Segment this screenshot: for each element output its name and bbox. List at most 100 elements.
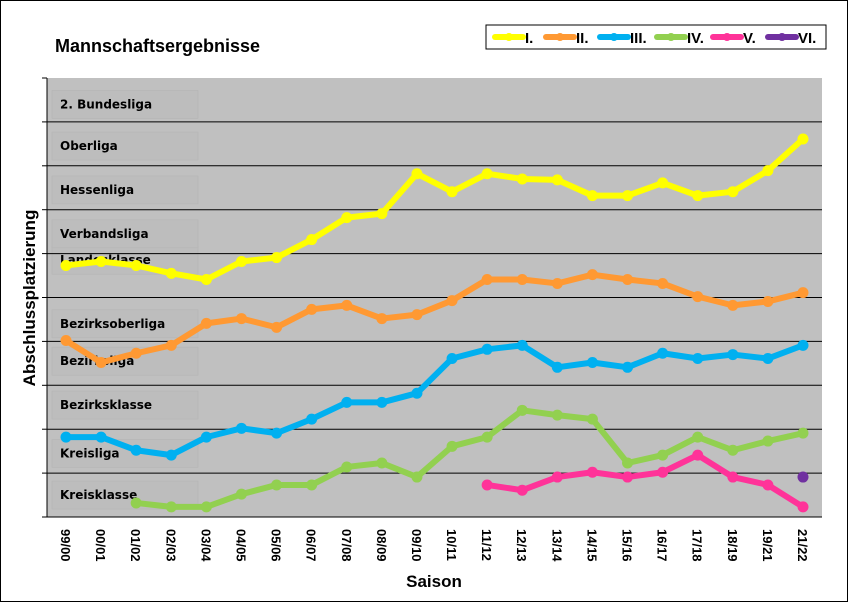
data-point bbox=[622, 457, 634, 469]
x-tick-label: 04/05 bbox=[233, 529, 248, 562]
y-axis-label: Abschlussplatzierung bbox=[20, 210, 39, 387]
series-4 bbox=[130, 404, 809, 513]
data-point bbox=[762, 435, 774, 447]
band-label-box bbox=[51, 346, 199, 376]
series-line bbox=[135, 407, 804, 510]
data-point bbox=[95, 256, 107, 268]
chart-title: Mannschaftsergebnisse bbox=[55, 36, 260, 56]
legend-label: IV. bbox=[687, 30, 704, 47]
legend-marker bbox=[556, 33, 564, 41]
data-point bbox=[622, 361, 634, 373]
data-point bbox=[411, 387, 423, 399]
data-point bbox=[727, 471, 739, 483]
band-label-bezirksoberliga: Bezirksoberliga bbox=[60, 317, 165, 331]
data-point bbox=[60, 335, 72, 347]
x-tick-label: 14/15 bbox=[584, 529, 599, 562]
data-point bbox=[446, 186, 458, 198]
x-tick-label: 13/14 bbox=[549, 529, 564, 562]
data-point bbox=[762, 479, 774, 491]
band-label-bezirksklasse: Bezirksklasse bbox=[60, 398, 152, 412]
data-point bbox=[657, 466, 669, 478]
data-point bbox=[516, 404, 528, 416]
legend-marker bbox=[667, 33, 675, 41]
x-axis-label: Saison bbox=[406, 572, 462, 591]
data-point bbox=[376, 457, 388, 469]
data-point bbox=[692, 353, 704, 365]
x-tick-label: 06/07 bbox=[304, 529, 319, 562]
data-point bbox=[692, 291, 704, 303]
data-point bbox=[657, 177, 669, 189]
data-point bbox=[797, 501, 809, 513]
x-tick-label: 03/04 bbox=[198, 529, 213, 562]
data-point bbox=[551, 471, 563, 483]
data-point bbox=[376, 313, 388, 325]
data-point bbox=[762, 165, 774, 177]
band-label-box bbox=[51, 175, 199, 205]
data-point bbox=[165, 501, 177, 513]
legend-label: V. bbox=[743, 30, 756, 47]
legend-marker bbox=[778, 33, 786, 41]
data-point bbox=[235, 488, 247, 500]
data-point bbox=[376, 208, 388, 220]
data-point bbox=[130, 259, 142, 271]
series-5 bbox=[481, 449, 809, 513]
data-point bbox=[200, 431, 212, 443]
legend: I. II. III. IV. V. VI. bbox=[485, 24, 827, 50]
data-point bbox=[306, 303, 318, 315]
band-label-kreisliga: Kreisliga bbox=[60, 446, 120, 460]
data-point bbox=[235, 256, 247, 268]
data-point bbox=[692, 449, 704, 461]
x-tick-label: 02/03 bbox=[163, 529, 178, 562]
data-point bbox=[271, 321, 283, 333]
data-point bbox=[95, 431, 107, 443]
series-line bbox=[66, 342, 805, 459]
data-point bbox=[762, 295, 774, 307]
x-tick-label: 17/18 bbox=[690, 529, 705, 562]
data-point bbox=[60, 259, 72, 271]
legend-label: VI. bbox=[798, 30, 816, 47]
data-point bbox=[481, 431, 493, 443]
x-tick-label: 09/10 bbox=[409, 529, 424, 562]
band-label-kreisklasse: Kreisklasse bbox=[60, 488, 137, 502]
data-point bbox=[130, 444, 142, 456]
data-point bbox=[692, 431, 704, 443]
data-point bbox=[551, 174, 563, 186]
data-point bbox=[341, 461, 353, 473]
data-point bbox=[271, 252, 283, 264]
data-point bbox=[622, 471, 634, 483]
data-point bbox=[341, 212, 353, 224]
data-point bbox=[797, 339, 809, 351]
data-point bbox=[586, 190, 598, 202]
data-point bbox=[271, 479, 283, 491]
band-label-box bbox=[51, 90, 199, 119]
x-tick-label: 00/01 bbox=[93, 529, 108, 562]
band-label-verbandsliga: Verbandsliga bbox=[60, 227, 149, 241]
data-point bbox=[446, 295, 458, 307]
band-label-hessenliga: Hessenliga bbox=[60, 183, 134, 197]
data-point bbox=[551, 409, 563, 421]
data-point bbox=[481, 168, 493, 180]
x-tick-label: 18/19 bbox=[725, 529, 740, 562]
series-line bbox=[486, 452, 805, 510]
data-point bbox=[586, 413, 598, 425]
data-point bbox=[411, 471, 423, 483]
data-point bbox=[551, 277, 563, 289]
data-point bbox=[516, 173, 528, 185]
series-line bbox=[65, 136, 806, 283]
data-point bbox=[657, 347, 669, 359]
data-point bbox=[235, 313, 247, 325]
x-tick-label: 08/09 bbox=[374, 529, 389, 562]
band-label-box bbox=[51, 309, 199, 339]
data-point bbox=[657, 277, 669, 289]
data-point bbox=[727, 444, 739, 456]
data-point bbox=[586, 466, 598, 478]
band-label-box bbox=[51, 131, 199, 161]
data-point bbox=[481, 343, 493, 355]
data-point bbox=[797, 133, 809, 145]
data-point bbox=[762, 353, 774, 365]
data-point bbox=[165, 449, 177, 461]
data-point bbox=[797, 471, 809, 483]
data-point bbox=[200, 274, 212, 286]
data-point bbox=[130, 347, 142, 359]
data-point bbox=[516, 274, 528, 286]
